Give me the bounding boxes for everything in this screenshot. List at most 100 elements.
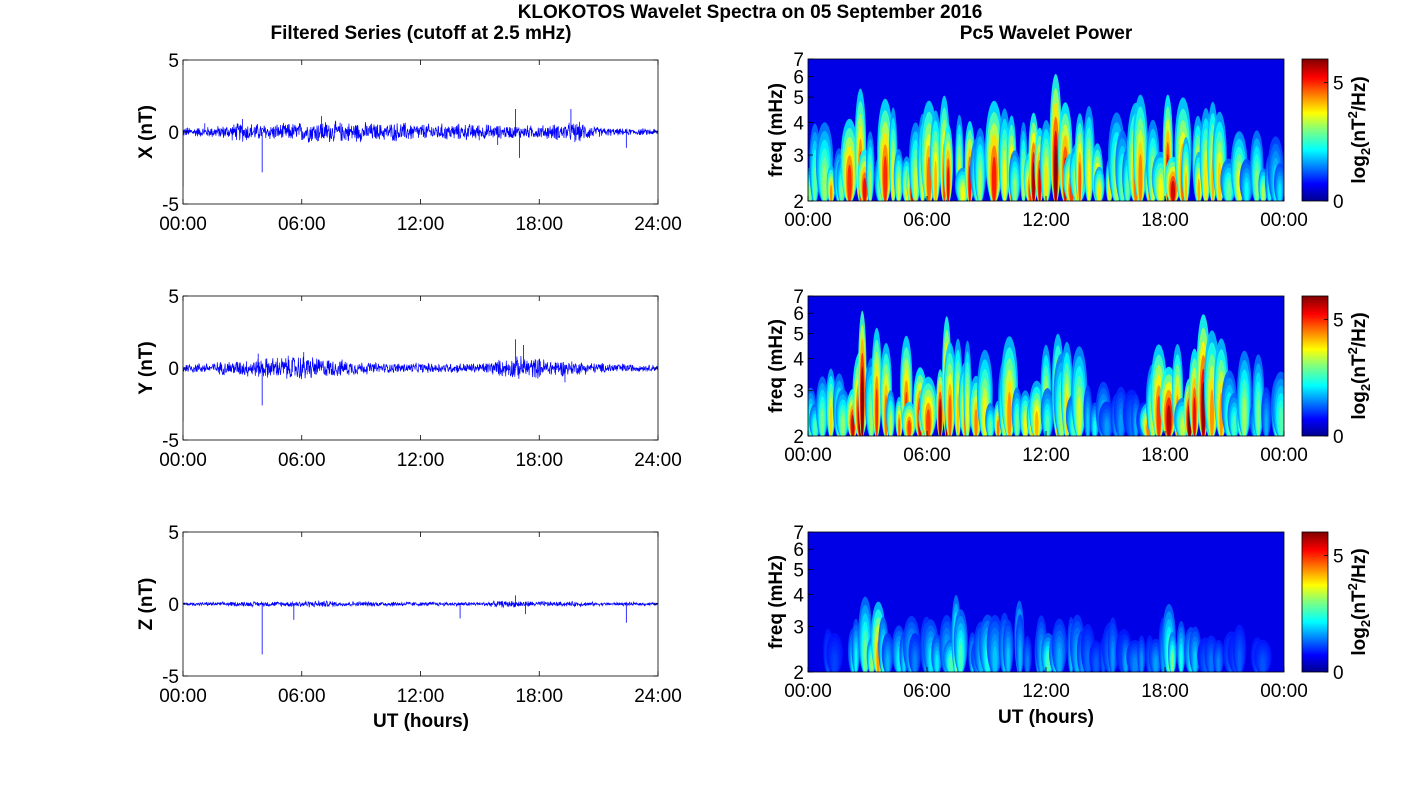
power-blob: [947, 166, 950, 201]
power-blob: [1132, 657, 1138, 672]
y-tick-label: 0: [168, 123, 179, 144]
power-blob: [1278, 183, 1282, 201]
right-xlabel: UT (hours): [998, 707, 1094, 728]
y-tick-label: 2: [793, 663, 804, 684]
power-blob: [913, 166, 918, 201]
power-blob: [1093, 420, 1097, 436]
y-tick-label: 7: [793, 523, 804, 544]
y-tick-label: 5: [793, 325, 804, 346]
power-blob: [808, 185, 811, 201]
power-blob: [948, 394, 952, 436]
power-blob: [1184, 172, 1188, 201]
power-blob: [989, 420, 992, 436]
power-blob: [1260, 657, 1265, 672]
power-blob: [1140, 655, 1143, 672]
power-blob: [889, 415, 892, 436]
power-blob: [1013, 178, 1017, 201]
colorbar-tick-label: 5: [1333, 546, 1344, 567]
y-tick-label: 3: [793, 382, 804, 403]
x-tick-label: 24:00: [634, 214, 682, 235]
power-blob: [1197, 178, 1201, 201]
colorbar-tick-label: 5: [1333, 74, 1344, 95]
y-tick-label: 0: [168, 359, 179, 380]
power-blob: [1180, 418, 1185, 436]
x-tick-label: 18:00: [515, 214, 563, 235]
y-tick-label: 6: [793, 67, 804, 88]
power-blob: [1210, 389, 1214, 436]
power-blob: [1237, 650, 1242, 672]
power-blob: [978, 168, 982, 201]
power-blob: [898, 418, 901, 436]
power-blob: [1034, 411, 1039, 436]
power-blob: [1087, 158, 1091, 201]
power-blob: [926, 409, 931, 436]
power-blob: [1158, 178, 1163, 201]
y-tick-label: -5: [162, 431, 179, 452]
power-blob: [813, 166, 817, 201]
power-blob: [1170, 180, 1176, 201]
x-tick-label: 12:00: [1022, 210, 1070, 231]
power-blob: [1006, 648, 1010, 672]
power-blob: [830, 184, 833, 201]
colorbar-gradient: [1301, 58, 1329, 202]
colorbar-gradient: [1301, 531, 1329, 673]
power-blob: [958, 643, 963, 672]
power-blob: [1097, 185, 1101, 201]
x-tick-label: 18:00: [1141, 445, 1189, 466]
x-tick-label: 06:00: [278, 686, 326, 707]
power-blob: [1111, 647, 1115, 672]
y-tick-label: 2: [793, 192, 804, 213]
y-tick-label: 5: [168, 51, 179, 72]
power-blob: [960, 185, 965, 201]
x-tick-label: 06:00: [278, 214, 326, 235]
power-blob: [1244, 181, 1249, 201]
x-tick-label: 00:00: [159, 686, 207, 707]
x-tick-label: 00:00: [1260, 445, 1308, 466]
power-blob: [992, 646, 998, 672]
power-blob: [991, 156, 997, 201]
power-blob: [861, 380, 864, 436]
x-tick-label: 18:00: [1141, 210, 1189, 231]
timeseries-panel-z: 5 0 -500:00 06:00 12:00 18:00 24:00 Z (nT): [136, 523, 682, 707]
power-blob: [1026, 655, 1029, 672]
power-blob: [870, 656, 873, 672]
x-tick-label: 06:00: [903, 681, 951, 702]
right-column-title: Pc5 Wavelet Power: [960, 23, 1133, 44]
power-blob: [926, 156, 932, 201]
power-blob: [939, 406, 942, 436]
power-blob: [1171, 653, 1174, 672]
power-blob: [1209, 655, 1213, 672]
power-blob: [949, 656, 953, 672]
x-tick-label: 18:00: [515, 686, 563, 707]
power-blob: [1003, 159, 1007, 201]
power-blob: [974, 409, 978, 436]
x-tick-label: 00:00: [159, 214, 207, 235]
power-blob: [913, 654, 917, 672]
x-tick-label: 06:00: [903, 445, 951, 466]
power-blob: [869, 169, 872, 201]
power-blob: [1015, 413, 1019, 436]
power-blob: [813, 420, 817, 436]
power-blob: [820, 409, 824, 436]
power-blob: [851, 414, 855, 436]
y-axis-label: Z (nT): [136, 578, 157, 631]
power-blob: [847, 164, 852, 201]
power-blob: [832, 654, 837, 672]
colorbar-gradient: [1301, 295, 1329, 437]
y-tick-label: 3: [793, 146, 804, 167]
power-blob: [1180, 648, 1183, 672]
y-tick-label: 6: [793, 304, 804, 325]
power-blob: [840, 181, 843, 201]
colorbar-label: log2(nT2/Hz): [1345, 76, 1373, 183]
x-tick-label: 12:00: [397, 214, 445, 235]
power-blob: [1054, 145, 1058, 201]
colorbar-tick-label: 0: [1333, 427, 1344, 448]
signal-line: [183, 120, 658, 143]
heatmap: [808, 59, 1284, 201]
power-blob: [892, 159, 895, 201]
power-blob: [1078, 162, 1082, 201]
